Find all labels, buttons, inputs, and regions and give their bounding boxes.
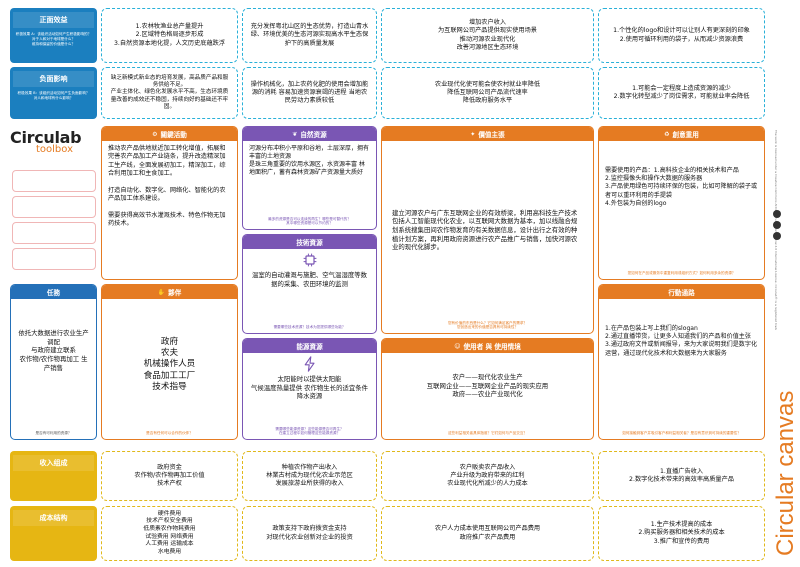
revenue-title: 收入组成 (13, 455, 94, 471)
cc-badges (773, 210, 781, 240)
costs-cell-4: 1.生产技术提高的成本 2.购买服务器和相关技术的成本 3.推广和宣传的费用 (598, 506, 765, 561)
positive-effects-title: 正面效益 (13, 12, 94, 28)
technical-resources-cell: 技術資源 温室的自动灌溉与施肥、空气温湿度等数据的采集、农田环境的监测 需要哪些… (242, 234, 377, 334)
cc-icon (773, 210, 781, 218)
partners-cell: ✋ 夥伴 政府 农夫 机械操作人员 食品加工工厂 技术指导 是否有任何可以合作的伙… (101, 284, 238, 440)
revenue-cell-2: 种植农作物产出收入 林業古村成为现代化农业示范区 发展旅游业所获得的收入 (242, 451, 377, 501)
note-box-3 (12, 222, 96, 244)
revenue-cell-4: 1.直播广告收入 2.数字化技术带来的高效率高质量产品 (598, 451, 765, 501)
technical-resources-title: 技術資源 (296, 239, 323, 247)
note-box-4 (12, 248, 96, 270)
technical-resources-note: 需要哪些技术资源？技术为您提供哪些功能？ (273, 325, 346, 330)
key-activities-title: 關鍵活動 (160, 131, 187, 139)
gear-icon: ⚙ (152, 130, 158, 138)
energy-resources-note: 需要哪些能源资源？这些能源是否可再生？ 在建立过程中如何管理这些能源资源？ (275, 426, 344, 436)
revenue-cell-1: 政府资金 农作物/农作物再加工价值 技术产权 (101, 451, 238, 501)
mission-title: 任務 (46, 289, 61, 297)
positive-effects-subtitle: 积极效果 A：该组织活动如何产生积极影响的？ 对于人和对于地球是什么？ 维持和保… (15, 32, 92, 46)
creative-reuse-header: ♻ 創意重用 (599, 127, 764, 141)
usage-scenario-title: 使用者 與 使用情境 (463, 343, 521, 351)
mission-body: 依托大数据进行农业生产调配 与政府建立联系 农作物/农作物再加工 生产销售 (18, 329, 89, 372)
technical-resources-header: 技術資源 (243, 235, 376, 249)
partners-body: 政府 农夫 机械操作人员 食品加工工厂 技术指导 (143, 337, 196, 392)
positive-effects-label: 正面效益 积极效果 A：该组织活动如何产生积极影响的？ 对于人和对于地球是什么？… (10, 8, 97, 63)
negative-cell-1: 缺乏新模式新业态的培育发展，高品质产品和服务供给不足。 产业主体化、绿色化发展水… (101, 67, 238, 119)
mission-note: 是否有可利用的资源？ (35, 431, 72, 436)
natural-resources-title: 自然资源 (300, 131, 327, 139)
lightning-icon (304, 356, 315, 372)
creative-reuse-cell: ♻ 創意重用 需要使用的产品：1.高科技企业的相关技术和产品 2.监控摄像头和操作… (598, 126, 765, 280)
negative-cell-2: 操作机械化，加上农药化肥的使用会增加能源的消耗 容易加速资源衰竭的进程 当地农民… (242, 67, 377, 119)
users-icon: ☺ (454, 342, 461, 350)
handshake-icon: ✋ (157, 288, 166, 296)
natural-resources-note: 最多的资源是否可以连续的再生？哪些是可替代的？ 其中哪些资源是可以节约的？ (268, 216, 351, 226)
costs-cell-3: 农户人力成本使用互联网公司产品费用 政府推广农产品费用 (381, 506, 594, 561)
positive-cell-3: 增加农户收入 为互联网公司产品提供现实使用场景 推动河源农业现代化 改善河源地区… (381, 8, 594, 63)
revenue-cell-3: 农户販卖农产品收入 产业升级为政府带来的红利 农业现代化所减少的人力成本 (381, 451, 594, 501)
energy-resources-title: 能源資源 (296, 343, 323, 351)
action-channels-title: 行動通路 (668, 289, 695, 297)
energy-resources-body: 太阳能时以提供太阳能 气候温度热量提供 农作物生长的适宜条件 降水资源 (250, 375, 369, 401)
usage-scenario-cell: ☺ 使用者 與 使用情境 农户——现代化农业生产 互联网企业——互联网企业产品的现… (381, 338, 594, 440)
costs-label: 成本结构 (10, 506, 97, 561)
action-channels-note: 如何接触到客户并吸引客户和利益相关者？是否有意识到可持续的重要性？ (622, 431, 741, 436)
key-activities-body: 推动农产品供地就近加工转化增值，拓展和完善农产品加工产业链条，提升改造精深加工生… (108, 145, 226, 228)
partners-note: 是否有任何可以合作的伙伴？ (146, 431, 193, 436)
energy-resources-header: 能源資源 (243, 339, 376, 353)
natural-resources-header: ❦ 自然资源 (243, 127, 376, 141)
chip-icon (303, 253, 316, 267)
canvas-title: Circular canvas (772, 390, 799, 556)
action-channels-header: 行動通路 (599, 285, 764, 299)
nc-icon (773, 232, 781, 240)
natural-resources-body: 河源分布冲积小平原和谷地，土层深厚，拥有丰富的土地资源 是珠三角重要的饮用水源区… (249, 145, 370, 177)
canvas-title-wrap: Circular canvas (770, 330, 800, 560)
negative-cell-4: 1.可能会一定程度上造成资源的减少 2.数字化转型减少了岗位需求，可能就业率会降… (598, 67, 765, 119)
note-box-1 (12, 170, 96, 192)
mission-header: 任務 (11, 285, 96, 299)
negative-effects-label: 负面影响 积极效果 B：该组织活动如何产生负面影响？ 对人和地球有什么影响？ (10, 67, 97, 119)
chip-icon-row (243, 249, 376, 271)
revenue-label: 收入组成 (10, 451, 97, 501)
partners-header: ✋ 夥伴 (102, 285, 237, 299)
creative-reuse-title: 創意重用 (672, 131, 699, 139)
value-proposition-cell: ✦ 價值主張 建立河源农户与广东互联网企业的有效桥梁，利用高科技生产技术包括人工智… (381, 126, 594, 334)
creative-reuse-body: 需要使用的产品：1.高科技企业的相关技术和产品 2.监控摄像头和操作大数据的服务… (605, 167, 758, 207)
negative-cell-3: 农业现代化使可能会使农村就业率降低 降低互联网公司产品流代速率 降低政府服务水平 (381, 67, 594, 119)
usage-scenario-note: 这些利益相关者具体指谁？它们如何与产品交互？ (447, 431, 528, 436)
circulab-logo: Circulab toolbox (10, 128, 100, 155)
value-proposition-text: 建立河源农户与广东互联网企业的有效桥梁，利用高科技生产技术包括人工智能现代化农业… (392, 208, 578, 252)
positive-cell-4: 1.个性化的logo和设计可以让别人有更深刻的印象 2.使用可循环利用的袋子，从… (598, 8, 765, 63)
action-channels-cell: 行動通路 1.在产品包装上写上我们的slogan 2.通过直播带货，让更多人知道… (598, 284, 765, 440)
partners-title: 夥伴 (168, 289, 182, 297)
positive-cell-1: 1.农林牧渔业总产量提升 2.区域特色格局逐步形成 3.自然资源本地化提，人文历… (101, 8, 238, 63)
value-proposition-body: 建立河源农户与广东互联网企业的有效桥梁，利用高科技生产技术包括人工智能现代化农业… (382, 141, 593, 320)
energy-resources-cell: 能源資源 太阳能时以提供太阳能 气候温度热量提供 农作物生长的适宜条件 降水资源… (242, 338, 377, 440)
usage-scenario-body: 农户——现代化农业生产 互联网企业——互联网企业产品的现实应用 政府——农业产业… (426, 373, 549, 399)
costs-cell-2: 政策支持下政府拨资金支持 对现代化农业创新对企业的投资 (242, 506, 377, 561)
value-proposition-header: ✦ 價值主張 (382, 127, 593, 141)
leaf-icon: ❦ (292, 130, 298, 138)
negative-effects-subtitle: 积极效果 B：该组织活动如何产生负面影响？ 对人和地球有什么影响？ (17, 91, 90, 100)
lightning-icon-row (243, 353, 376, 375)
key-activities-header: ⚙ 關鍵活動 (102, 127, 237, 141)
creative-reuse-note: 您如何在产品或服务中重复利用或组织方式？如何利用多余的资源？ (627, 271, 736, 276)
mission-cell: 任務 依托大数据进行农业生产调配 与政府建立联系 农作物/农作物再加工 生产销售… (10, 284, 97, 440)
logo-text: Circulab (10, 128, 82, 147)
technical-resources-body: 温室的自动灌溉与施肥、空气温湿度等数据的采集、农田环境的监测 (251, 271, 368, 288)
positive-cell-2: 充分发挥粤北山区的生态优势，打造山青水绿、环境优美的生态河源实现高水平生态保护下… (242, 8, 377, 63)
costs-title: 成本结构 (13, 510, 94, 526)
key-activities-cell: ⚙ 關鍵活動 推动农产品供地就近加工转化增值，拓展和完善农产品加工产业链条，提升改… (101, 126, 238, 280)
natural-resources-cell: ❦ 自然资源 河源分布冲积小平原和谷地，土层深厚，拥有丰富的土地资源 是珠三角重要… (242, 126, 377, 230)
by-icon (773, 221, 781, 229)
costs-cell-1: 硬件费用 技术产权安全费用 低质素农作物耗费用 试验费用 网络费用 人工费用 运… (101, 506, 238, 561)
negative-effects-title: 负面影响 (13, 71, 94, 87)
logo-subtext: toolbox (36, 144, 74, 155)
note-box-2 (12, 196, 96, 218)
value-proposition-note: 您有价值的东西是什么？它如何满足客户的需求？ 您创造出来的价值是否具有可持续性？ (447, 320, 528, 330)
value-proposition-title: 價值主張 (478, 131, 505, 139)
lightbulb-icon: ✦ (470, 130, 476, 138)
recycle-icon: ♻ (664, 130, 670, 138)
action-channels-body: 1.在产品包装上写上我们的slogan 2.通过直播带货，让更多人知道我们的产品… (605, 325, 758, 357)
usage-scenario-header: ☺ 使用者 與 使用情境 (382, 339, 593, 353)
